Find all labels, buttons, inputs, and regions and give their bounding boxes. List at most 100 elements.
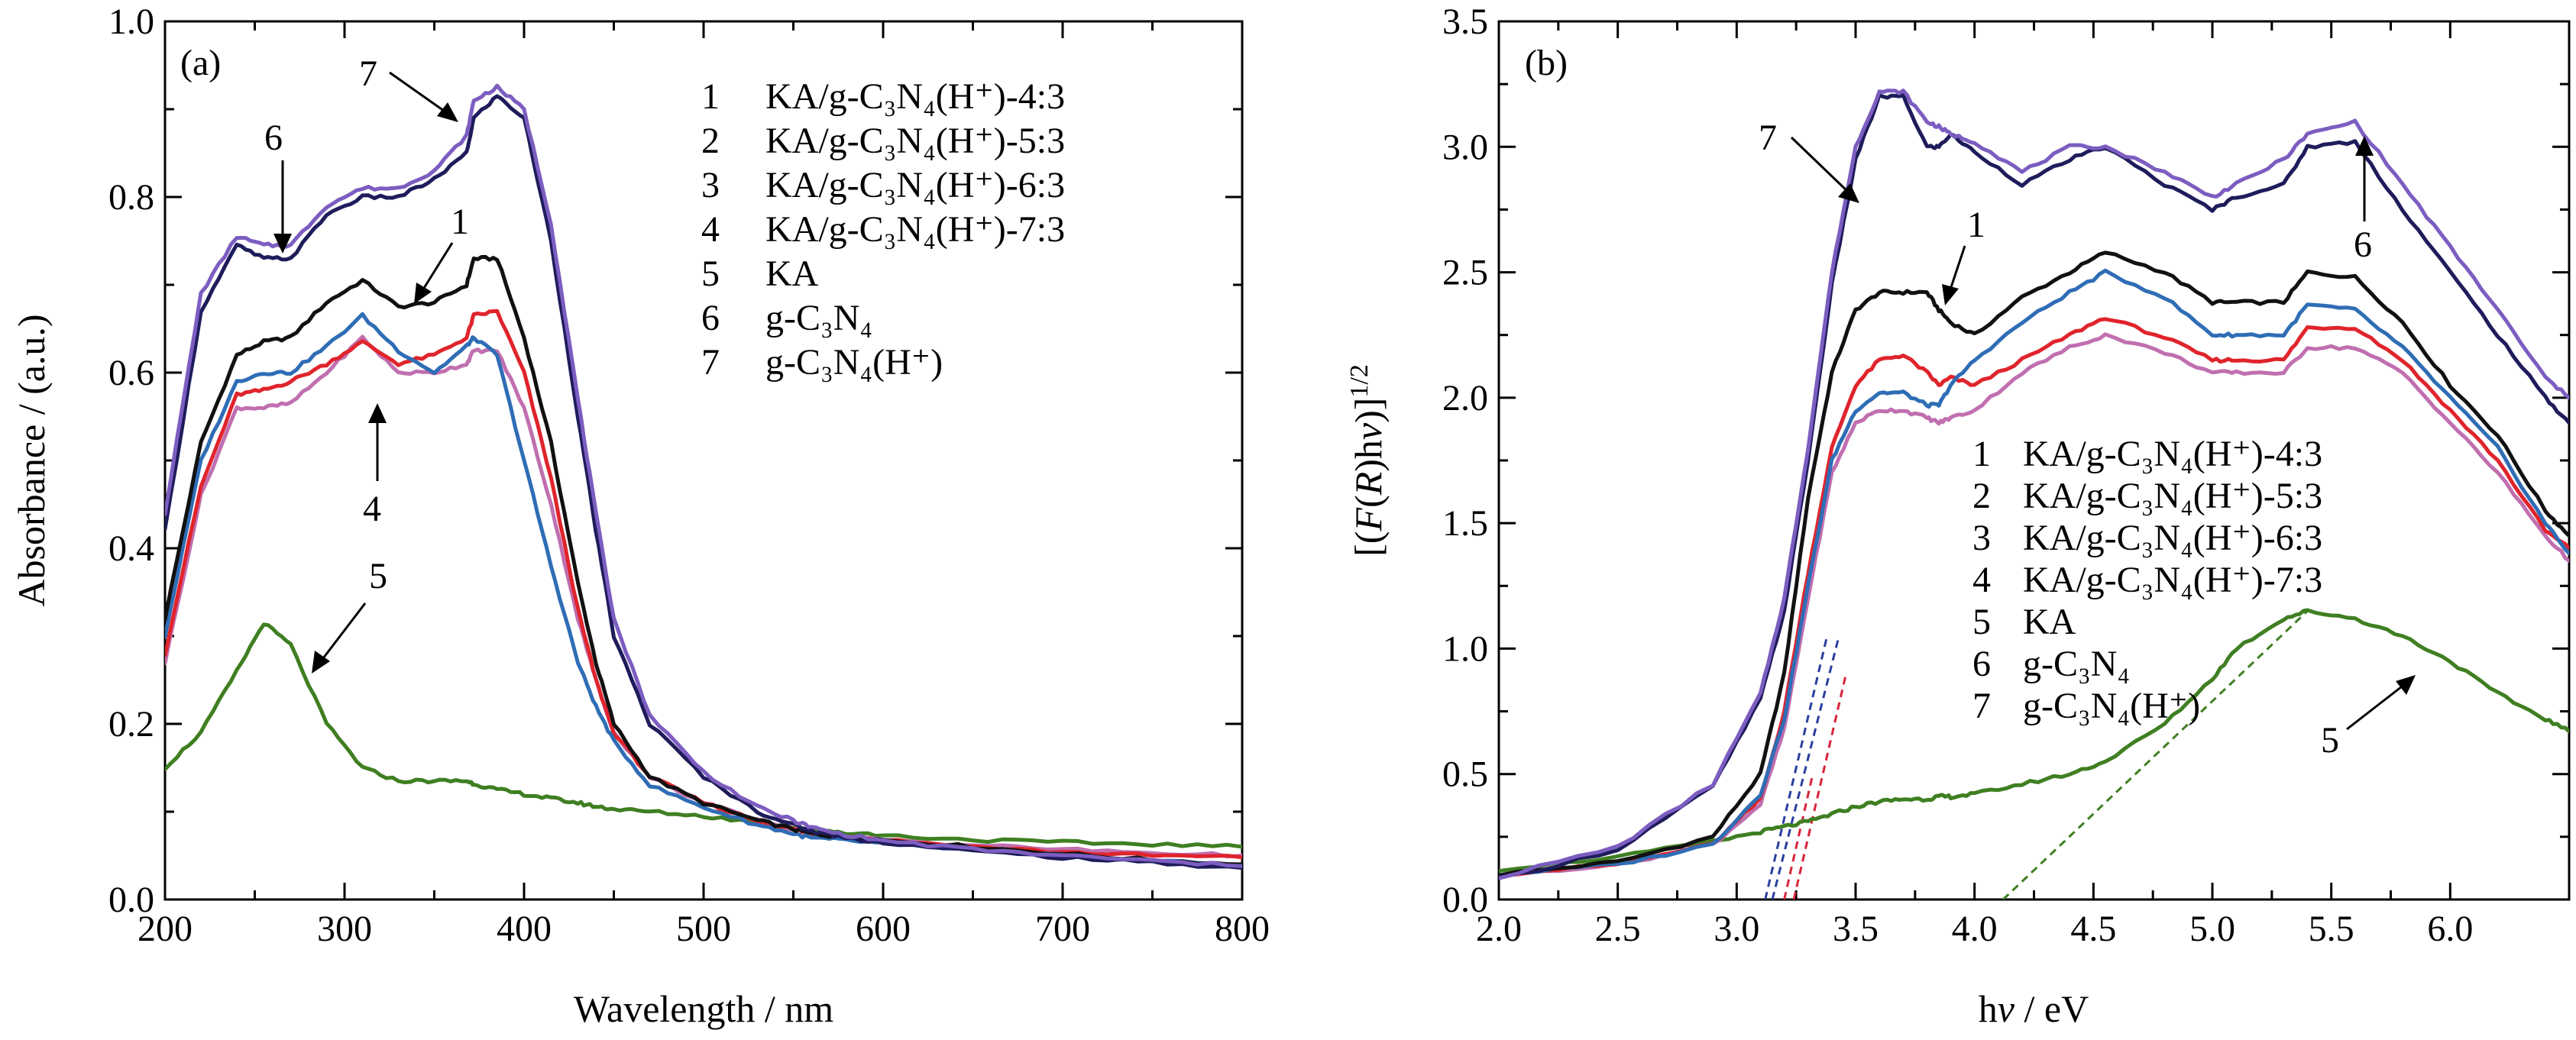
panel-b-annot-1-arrowhead (1942, 284, 1959, 305)
fit-line (1764, 635, 1829, 900)
panel-a-ticks (163, 20, 1244, 901)
legend-entry: g-C₃N₄ (2023, 644, 2130, 684)
fit-line (1771, 635, 1840, 900)
panel-a-annot-7-arrowhead (437, 102, 458, 122)
panel-b-annot-5-text: 5 (2321, 720, 2339, 761)
legend-entry: g-C₃N₄(H⁺) (2023, 686, 2200, 726)
series-6-line (165, 94, 1242, 870)
panel-a-annot-1-text: 1 (451, 202, 469, 242)
panel-b-label: (b) (1525, 43, 1568, 83)
panel-a-annot-7-text: 7 (359, 53, 377, 94)
panel-b: 2.0 2.5 3.0 3.5 4.0 4.5 5.0 5.5 6.0 0.0 0.5 1.0 1.5 2… (1345, 2, 2571, 1030)
panel-a: 200 300 400 500 600 700 8000.00.20.40.60.81.0 … (10, 2, 1270, 1030)
y-tick-label: 0.4 (108, 528, 154, 569)
legend-number: 3 (701, 165, 720, 205)
panel-a-annotation-4: 4 (363, 403, 387, 529)
series-7-line (1499, 89, 2569, 880)
panel-a-y-axis-title: Absorbance / (a.u.) (10, 314, 53, 606)
y-tick-label: 3.5 (1442, 2, 1488, 42)
series-5-line (1499, 608, 2569, 874)
panel-a-annotation-7: 7 (359, 53, 458, 122)
panel-b-annotation-6: 6 (2354, 136, 2374, 265)
panel-b-annot-6-arrowhead (2355, 136, 2374, 156)
y-tick-label: 2.0 (1442, 378, 1488, 418)
y-tick-label: 3.0 (1442, 127, 1488, 167)
panel-a-annotation-5: 5 (312, 556, 387, 673)
panel-b-ticks (1497, 20, 2569, 901)
panel-b-annot-6-text: 6 (2354, 224, 2372, 265)
x-tick-label: 3.0 (1714, 909, 1759, 949)
panel-a-legend: 1 KA/g-C₃N₄(H⁺)-4:3 2 KA/g-C₃N₄(H⁺)-5:3 3 KA/… (701, 76, 1065, 383)
y-tick-label: 0.0 (108, 880, 154, 920)
series-5-line (165, 622, 1242, 849)
panel-a-annot-6-text: 6 (264, 118, 283, 158)
legend-number: 3 (1972, 518, 1991, 558)
panel-b-tick-labels: 2.0 2.5 3.0 3.5 4.0 4.5 5.0 5.5 6.0 0.0 0.5 1.0 1.5 2… (1442, 2, 2473, 949)
legend-entry: KA (2023, 602, 2076, 642)
x-tick-label: 5.5 (2309, 909, 2354, 949)
legend-number: 5 (1972, 602, 1991, 642)
panel-b-annotation-1: 1 (1942, 205, 1985, 305)
y-tick-label: 0.8 (108, 177, 154, 218)
x-tick-label: 400 (497, 909, 552, 949)
panel-b-annotation-7: 7 (1759, 118, 1859, 203)
fit-line (1783, 774, 1814, 900)
panel-b-annot-5-arrowhead (2396, 675, 2416, 695)
x-tick-label: 600 (856, 909, 911, 949)
panel-a-annotation-6: 6 (264, 118, 292, 254)
series-1-line (1499, 250, 2569, 878)
legend-number: 6 (1972, 644, 1991, 684)
legend-entry: KA/g-C₃N₄(H⁺)-7:3 (765, 209, 1065, 250)
legend-entry: g-C₃N₄(H⁺) (765, 342, 943, 383)
legend-entry: KA/g-C₃N₄(H⁺)-7:3 (2023, 560, 2322, 600)
panel-b-annot-1-text: 1 (1967, 205, 1985, 245)
legend-number: 1 (701, 76, 720, 117)
legend-number: 1 (1972, 434, 1991, 474)
x-tick-label: 700 (1035, 909, 1090, 949)
legend-entry: KA/g-C₃N₄(H⁺)-4:3 (765, 76, 1065, 117)
series-3-line (1499, 268, 2569, 877)
panel-b-legend: 1 KA/g-C₃N₄(H⁺)-4:3 2 KA/g-C₃N₄(H⁺)-5:3 3 KA/… (1972, 434, 2322, 726)
x-tick-label: 2.0 (1476, 909, 1522, 949)
panel-a-tick-labels: 200 300 400 500 600 700 800 0.0 0.2 0.4 0.6 0.8 1.0 (108, 2, 1270, 949)
legend-number: 2 (701, 121, 720, 161)
x-tick-label: 3.5 (1833, 909, 1879, 949)
y-tick-label: 1.0 (108, 2, 154, 42)
legend-number: 7 (701, 342, 720, 383)
x-tick-label: 4.0 (1952, 909, 1998, 949)
panel-a-annot-1-arrowhead (414, 283, 432, 304)
panel-a-annot-5-arrowhead (312, 651, 330, 673)
legend-number: 2 (1972, 476, 1991, 516)
panel-a-annot-7-arrow (389, 71, 450, 116)
legend-number: 7 (1972, 686, 1991, 726)
legend-entry: KA/g-C₃N₄(H⁺)-5:3 (2023, 476, 2322, 516)
y-tick-label: 1.5 (1442, 503, 1488, 544)
legend-entry: KA/g-C₃N₄(H⁺)-6:3 (765, 165, 1065, 205)
x-tick-label: 800 (1215, 909, 1270, 949)
legend-entry: KA/g-C₃N₄(H⁺)-4:3 (2023, 434, 2322, 474)
x-tick-label: 4.5 (2070, 909, 2116, 949)
y-tick-label: 0.5 (1442, 754, 1488, 795)
legend-number: 5 (701, 254, 720, 294)
panel-a-annot-6-arrowhead (273, 234, 292, 254)
x-tick-label: 300 (317, 909, 372, 949)
y-tick-label: 0.6 (108, 353, 154, 393)
panel-b-x-axis-title: hv / eV (1979, 987, 2089, 1030)
series-4-line (1499, 332, 2569, 877)
y-tick-label: 2.5 (1442, 253, 1488, 293)
x-tick-label: 500 (676, 909, 731, 949)
series-7-line (165, 83, 1242, 868)
panel-b-annot-5-arrow (2346, 683, 2406, 731)
legend-entry: KA/g-C₃N₄(H⁺)-6:3 (2023, 518, 2322, 558)
panel-b-annot-7-arrow (1790, 136, 1850, 194)
x-tick-label: 6.0 (2427, 909, 2473, 949)
panel-a-annot-1-arrow (420, 242, 454, 292)
x-tick-label: 5.0 (2189, 909, 2235, 949)
legend-number: 4 (701, 209, 720, 250)
panel-a-label: (a) (180, 43, 221, 83)
x-tick-label: 200 (138, 909, 193, 949)
legend-number: 6 (701, 298, 720, 338)
y-tick-label: 1.0 (1442, 628, 1488, 669)
panel-a-annot-4-text: 4 (363, 489, 381, 529)
